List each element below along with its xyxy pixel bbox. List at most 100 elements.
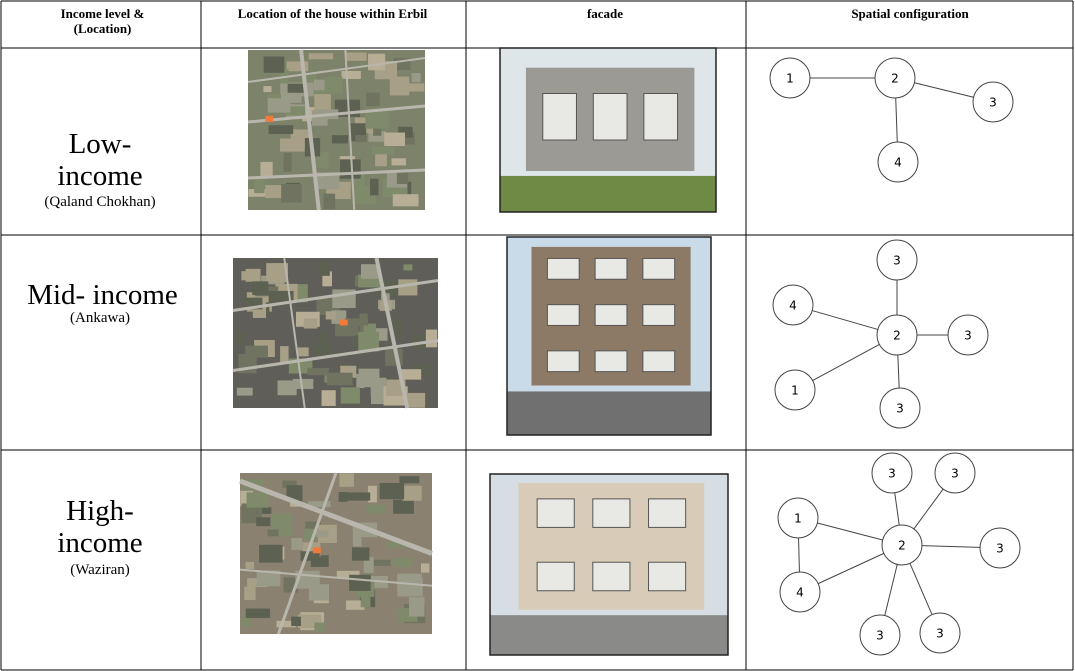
map-roof [263, 86, 272, 93]
map-roof [256, 570, 281, 587]
map-roof [367, 485, 377, 503]
map-roof [321, 390, 336, 406]
graph-node [934, 452, 976, 494]
graph-node [919, 612, 961, 654]
map-roof [399, 476, 420, 484]
photo-window [648, 498, 687, 528]
map-roof [276, 620, 296, 628]
map-roof [349, 574, 371, 591]
map-roof [245, 561, 255, 569]
map-image [239, 472, 433, 635]
map-roof [399, 369, 422, 380]
location: (Ankawa) [70, 310, 130, 326]
graph-edge [909, 563, 933, 615]
graph-edge [812, 344, 880, 381]
graph-node [879, 387, 921, 429]
map-roof [420, 563, 430, 573]
map-roof [409, 597, 425, 617]
graph-node-label: 3 [951, 467, 959, 481]
graph-node-label: 3 [936, 627, 944, 641]
map-roof [260, 161, 273, 178]
map-roof [282, 480, 297, 489]
photo-frame [489, 473, 729, 656]
map-roof [292, 378, 314, 389]
photo-window [592, 561, 631, 592]
map-roof [336, 570, 360, 578]
map-roof [344, 492, 371, 501]
map-roof [358, 368, 380, 388]
map-roof [325, 311, 336, 320]
map-roof [317, 330, 327, 348]
map-roof [392, 194, 419, 207]
photo-window [536, 561, 575, 592]
graph-edge [812, 310, 878, 330]
graph-node-label: 3 [893, 254, 901, 268]
map-roof [331, 135, 349, 144]
map-roof [256, 517, 271, 527]
header-cell: Income level & (Location) [60, 6, 145, 36]
photo-window [546, 304, 580, 326]
map-roof [322, 271, 333, 287]
map-roof [314, 622, 326, 632]
map-roof [308, 53, 334, 60]
photo-window [542, 93, 577, 141]
map-roof [263, 56, 285, 73]
map-roof [259, 544, 283, 563]
map-roof [245, 268, 261, 282]
map-roof [398, 126, 413, 138]
header-cell: Location of the house within Erbil [237, 6, 428, 21]
map-roof [261, 507, 272, 514]
map-roof [351, 547, 370, 561]
map-roof [398, 279, 418, 296]
map-roof [315, 530, 329, 538]
map-roof [355, 135, 367, 143]
map-roof [371, 559, 391, 566]
map-roof [314, 94, 331, 114]
map-roof [371, 146, 395, 155]
map-roof [317, 261, 330, 276]
map-roof [366, 92, 380, 107]
map-roof [281, 183, 302, 203]
map-roof [368, 131, 386, 142]
map-roof [307, 367, 329, 376]
photo-window [594, 257, 628, 280]
graph-edge [921, 545, 981, 548]
facade-photo [489, 473, 729, 656]
map-roof [352, 534, 362, 547]
income-level: High-income [57, 495, 143, 559]
map-roof [270, 513, 293, 529]
map-roof [313, 343, 333, 357]
map-road [299, 49, 321, 211]
map-roof [391, 319, 403, 338]
map-roof [391, 158, 406, 166]
graph-edge [895, 97, 898, 143]
map-roof [245, 608, 271, 618]
graph-node [779, 571, 821, 613]
photo-window [642, 257, 676, 280]
graph-node [859, 614, 901, 656]
map-roof [411, 72, 421, 83]
graph-edge [897, 354, 900, 389]
map-roof [291, 538, 303, 550]
map-roof [425, 329, 438, 348]
map-roof [392, 558, 413, 567]
graph-edge [914, 82, 974, 98]
map-roof [340, 387, 360, 404]
graph-edge [884, 564, 898, 616]
income-level: Mid- income [27, 279, 178, 311]
graph-edge [798, 537, 800, 573]
graph-node-label: 4 [894, 156, 902, 170]
photo-window [642, 350, 676, 373]
graph-node-label: 3 [989, 96, 997, 110]
map-road [232, 339, 439, 372]
map-roof [283, 152, 292, 172]
graph-node-label: 4 [789, 299, 797, 313]
map-road [239, 478, 433, 556]
map-roof [280, 346, 289, 364]
map-roof [245, 345, 268, 358]
photo-window [536, 498, 575, 528]
map-roof [291, 616, 301, 626]
map-roof [284, 106, 306, 116]
map-roof [235, 332, 246, 346]
graph-node [774, 369, 816, 411]
